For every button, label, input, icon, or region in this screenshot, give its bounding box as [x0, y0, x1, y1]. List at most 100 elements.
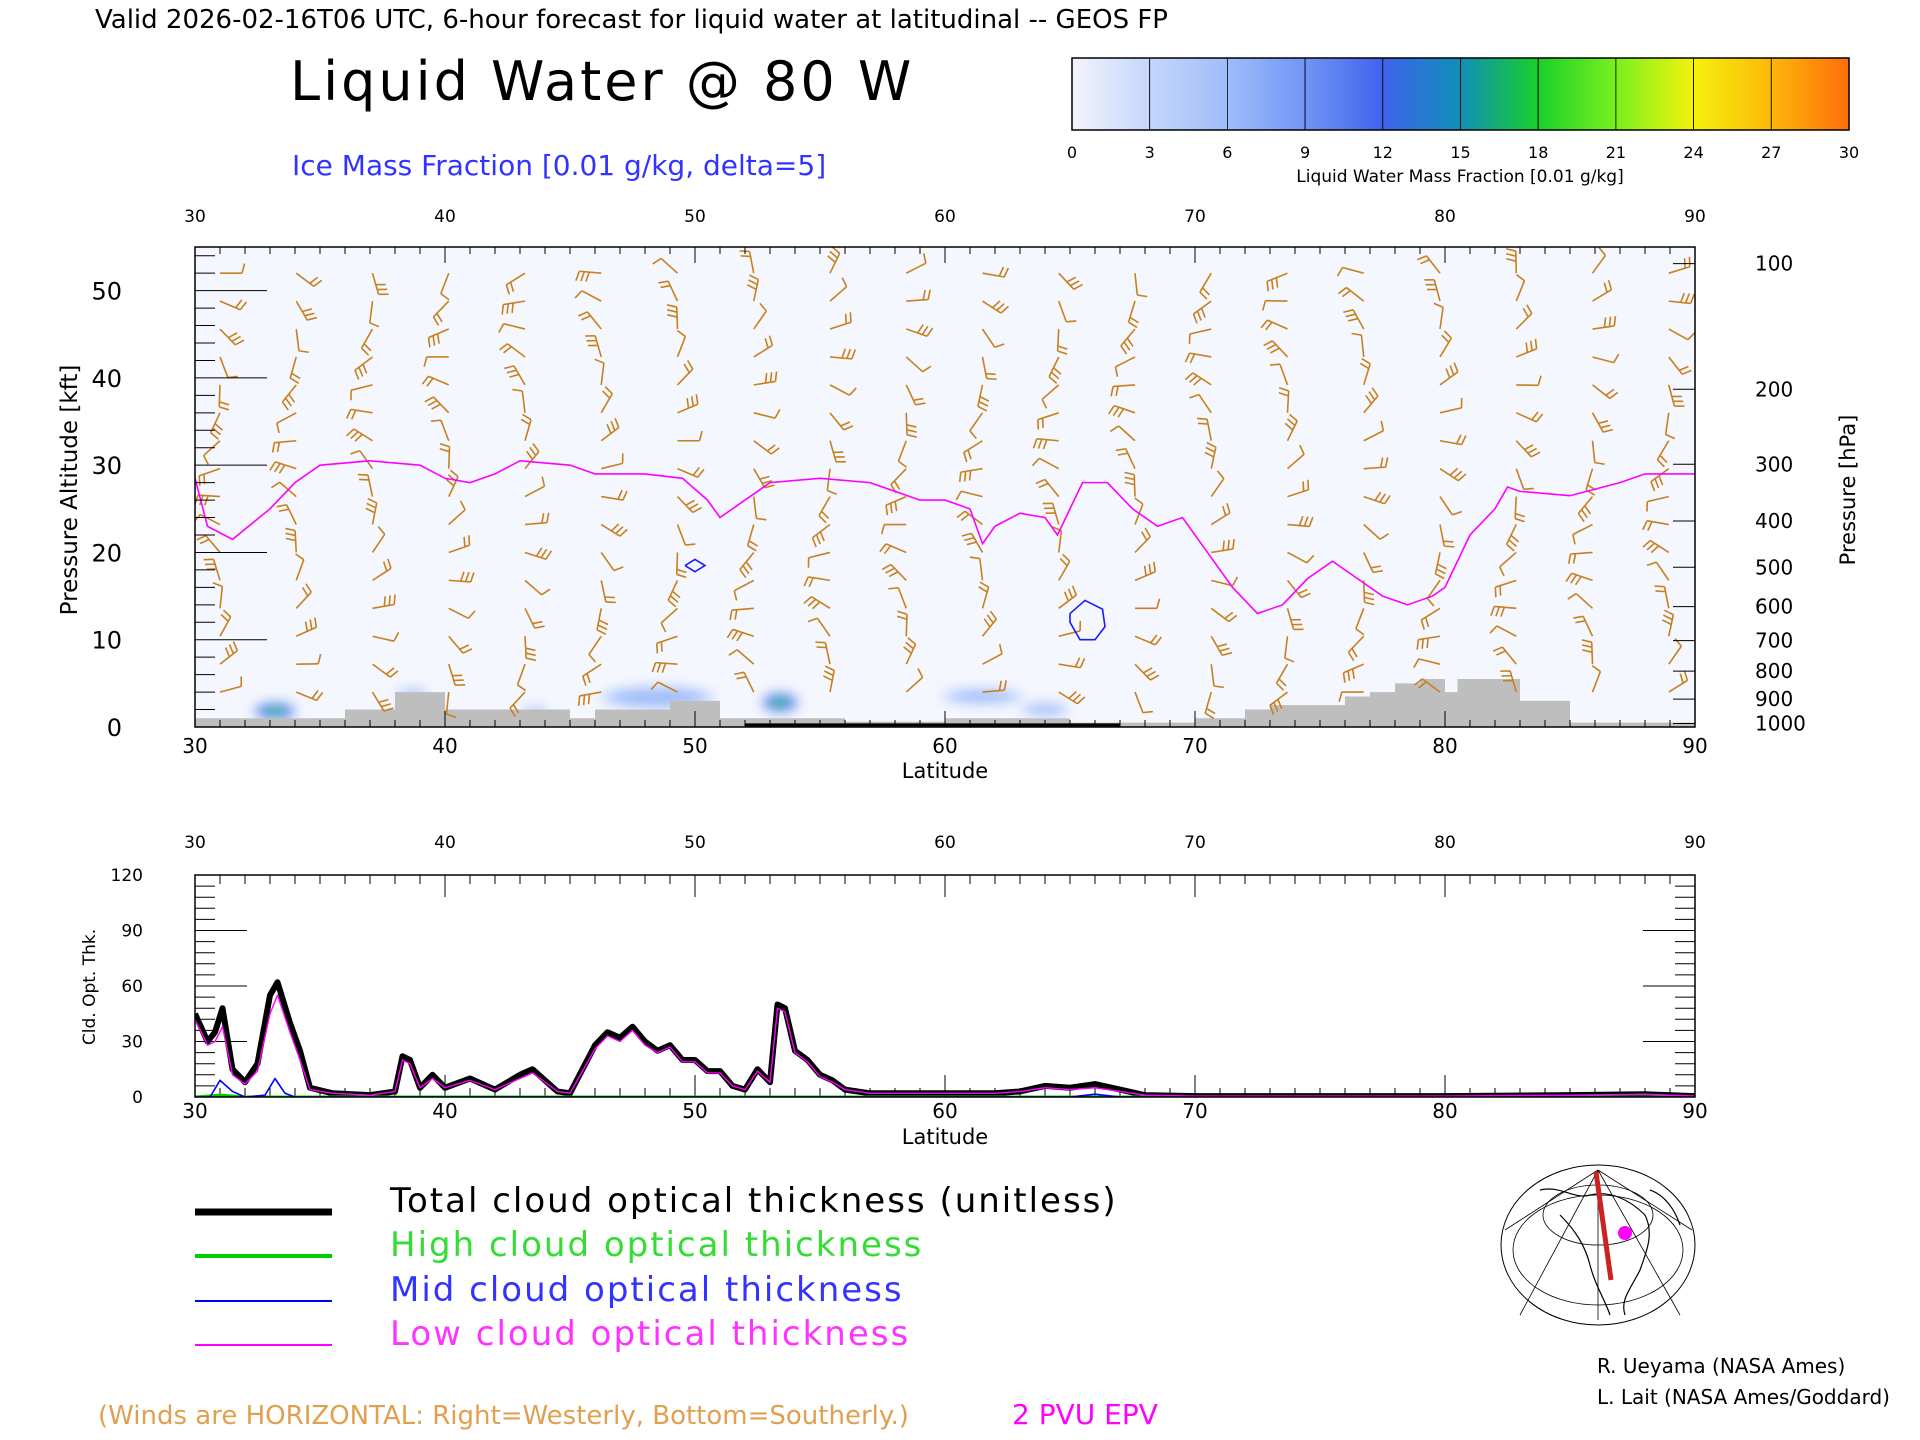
wind-barb-feather — [692, 466, 700, 476]
wind-barb-staff — [372, 603, 395, 610]
wind-barb-staff — [219, 586, 224, 609]
wind-barb-feather — [529, 446, 537, 456]
wind-barb-staff — [1570, 551, 1593, 555]
wind-barb — [906, 289, 931, 302]
wind-barb-feather — [734, 609, 738, 620]
wind-barb — [1286, 579, 1311, 599]
wind-barb — [600, 417, 620, 442]
wind-barb-feather — [459, 571, 465, 582]
wind-barb-feather — [1222, 651, 1233, 657]
colorbar-tick-label: 3 — [1145, 143, 1155, 162]
wind-barb-feather — [350, 449, 361, 455]
wind-barb — [803, 576, 831, 588]
wind-barb-feather — [692, 506, 702, 514]
wind-barb-feather — [998, 680, 1002, 691]
wind-barb — [219, 609, 232, 637]
wind-barb-feather — [655, 643, 659, 654]
wind-barb — [1413, 658, 1441, 668]
wind-barb-feather — [1032, 438, 1038, 449]
wind-barb-feather — [525, 652, 536, 657]
x-tick-label-top: 50 — [684, 833, 706, 853]
credit-ueyama: R. Ueyama (NASA Ames) — [1597, 1354, 1845, 1378]
wind-barb-staff — [448, 579, 471, 583]
wind-barb-feather — [1143, 565, 1147, 576]
wind-barb — [829, 440, 847, 463]
wind-barb-feather — [1456, 434, 1462, 445]
wind-barb-staff — [505, 272, 526, 286]
wind-barb-feather — [1355, 628, 1365, 636]
wind-barb-staff — [1189, 352, 1212, 358]
wind-barb-staff — [1590, 642, 1594, 665]
wind-barb-feather — [1679, 292, 1686, 303]
x-tick-label: 80 — [1432, 1099, 1457, 1123]
colorbar-tick-label: 6 — [1222, 143, 1232, 162]
wind-barb-feather — [1265, 321, 1273, 331]
wind-barb — [281, 384, 297, 411]
wind-barb — [753, 409, 781, 419]
wind-barb-feather — [1687, 331, 1695, 341]
wind-barb — [1515, 440, 1541, 458]
wind-barb-staff — [816, 617, 831, 637]
wind-barb-feather — [683, 363, 690, 374]
wind-barb — [1664, 412, 1676, 440]
wind-barb — [447, 663, 466, 687]
wind-barb-staff — [209, 412, 221, 434]
wind-barb-staff — [811, 523, 831, 539]
wind-barb-staff — [1439, 337, 1453, 358]
wind-barb-feather — [745, 561, 753, 571]
wind-barb-feather — [1414, 678, 1423, 686]
wind-barb-feather — [1137, 294, 1148, 298]
wind-barb-feather — [1364, 601, 1375, 606]
wind-barb-feather — [766, 444, 776, 452]
wind-barb-feather — [582, 694, 586, 706]
wind-barb-feather — [1674, 637, 1682, 647]
wind-barb-feather — [1498, 566, 1505, 577]
wind-barb-feather — [291, 372, 301, 380]
wind-barb — [1058, 620, 1082, 638]
wind-barb-staff — [600, 523, 621, 537]
optical-thickness-lines — [195, 979, 1695, 1097]
wind-barb-feather — [1605, 388, 1615, 396]
wind-barb-staff — [276, 412, 297, 424]
wind-barb — [1211, 538, 1235, 554]
wind-barb — [582, 663, 602, 686]
wind-barb-feather — [284, 397, 293, 407]
wind-barb-staff — [219, 356, 229, 378]
wind-barb-feather — [241, 263, 246, 274]
ice-contour — [1069, 599, 1106, 641]
wind-barb — [1500, 670, 1518, 693]
wind-barb-feather — [956, 510, 966, 519]
wind-barb-feather — [1453, 470, 1463, 479]
optical-thickness-panel: 30 30 40 40 50 50 60 60 70 70 80 80 90 90 0 30 60 90 120 L… — [80, 833, 1708, 1149]
wind-barb-staff — [1591, 440, 1596, 463]
wind-barb-feather — [1508, 539, 1517, 547]
wind-barb-feather — [977, 405, 988, 412]
wind-barb — [829, 384, 857, 396]
wind-barb-staff — [295, 591, 312, 609]
wind-barb-staff — [1134, 663, 1151, 681]
wind-barb-feather — [1269, 705, 1275, 715]
wind-barb-feather — [955, 490, 962, 501]
wind-barb-feather — [235, 299, 243, 309]
wind-barb-staff — [1134, 691, 1144, 713]
wind-barb-staff — [440, 419, 450, 442]
wind-barb-feather — [1351, 668, 1355, 679]
wind-barb-staff — [1667, 614, 1675, 637]
wind-barb-staff — [897, 440, 907, 462]
wind-barb-staff — [506, 343, 526, 358]
wind-barb-staff — [367, 474, 374, 497]
wind-barb-feather — [1062, 553, 1071, 562]
wind-barb — [677, 430, 703, 442]
wind-barb-feather — [1598, 247, 1607, 256]
wind-barb-staff — [1044, 478, 1060, 498]
wind-barb — [651, 661, 678, 674]
wind-barb-feather — [1565, 572, 1573, 582]
ice-mass-label: Ice Mass Fraction [0.01 g/kg, delta=5] — [292, 149, 826, 182]
wind-barb-feather — [1307, 479, 1310, 490]
wind-barb-staff — [1134, 273, 1139, 296]
y-tick-label: 0 — [132, 1088, 143, 1108]
cross-section-frame — [194, 246, 1696, 728]
wind-barb-staff — [509, 691, 526, 709]
wind-barb-feather — [1184, 352, 1191, 363]
wind-barb — [365, 497, 378, 525]
